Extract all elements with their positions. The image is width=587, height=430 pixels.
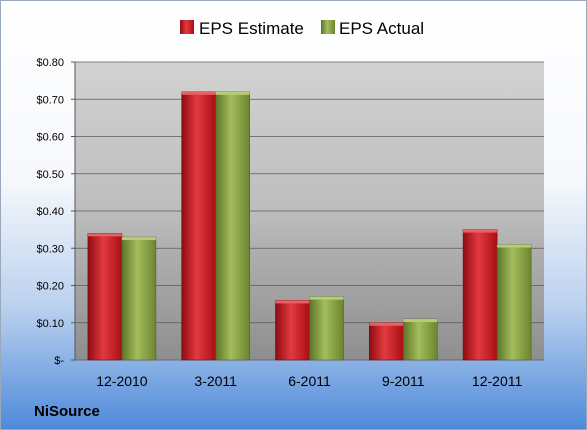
bar-cap — [403, 319, 438, 323]
bar-cap — [121, 237, 156, 241]
y-tick-label: $0.10 — [36, 318, 64, 330]
bars — [87, 91, 532, 361]
y-tick-label: $0.30 — [36, 243, 64, 255]
bar-body — [275, 300, 310, 361]
legend-swatch-estimate — [180, 20, 194, 34]
bar-estimate-9-2011 — [368, 322, 404, 361]
bar-actual-9-2011 — [402, 318, 438, 361]
bar-estimate-6-2011 — [275, 300, 310, 361]
bar-cap — [497, 244, 532, 248]
y-axis-ticks: $- $0.10 $0.20 $0.30 $0.40 $0.50 $0.60 $0.70 $0.… — [36, 57, 75, 367]
legend-label-actual: EPS Actual — [339, 19, 424, 38]
bar-actual-3-2011 — [215, 91, 250, 361]
bar-actual-12-2011 — [496, 244, 532, 361]
bar-body — [462, 229, 498, 361]
bar-actual-12-2010 — [121, 236, 157, 361]
y-tick-label: $0.40 — [36, 206, 64, 218]
y-tick-label: $0.60 — [36, 132, 64, 144]
bar-estimate-3-2011 — [181, 91, 216, 361]
company-name: NiSource — [34, 403, 100, 420]
bar-body — [215, 91, 250, 361]
bar-cap — [463, 229, 498, 233]
x-category-label: 9-2011 — [382, 373, 425, 389]
bar-actual-6-2011 — [309, 296, 344, 361]
y-tick-label: $- — [54, 355, 64, 367]
bar-body — [402, 318, 438, 361]
bar-body — [121, 236, 157, 361]
bar-cap — [369, 322, 404, 326]
y-tick-label: $0.70 — [36, 94, 64, 106]
bar-body — [496, 244, 532, 361]
x-category-label: 12-2010 — [96, 373, 148, 389]
bar-body — [309, 296, 344, 361]
bar-cap — [215, 91, 250, 95]
y-tick-label: $0.80 — [36, 57, 64, 69]
legend-label-estimate: EPS Estimate — [199, 19, 304, 38]
bar-cap — [87, 233, 122, 237]
bar-cap — [275, 300, 310, 304]
bar-body — [368, 322, 404, 361]
x-category-label: 3-2011 — [194, 373, 237, 389]
bar-cap — [309, 296, 344, 300]
x-axis-labels: 12-2010 3-2011 6-2011 9-2011 12-2011 — [96, 373, 522, 389]
x-category-label: 12-2011 — [472, 373, 523, 389]
bar-estimate-12-2011 — [462, 229, 498, 361]
legend: EPS Estimate EPS Actual — [180, 19, 424, 38]
bar-body — [181, 91, 216, 361]
bar-cap — [181, 91, 216, 95]
legend-swatch-actual — [321, 20, 335, 34]
bar-body — [87, 233, 123, 361]
y-tick-label: $0.50 — [36, 169, 64, 181]
bar-estimate-12-2010 — [87, 233, 123, 361]
x-category-label: 6-2011 — [288, 373, 331, 389]
y-tick-label: $0.20 — [36, 281, 64, 293]
